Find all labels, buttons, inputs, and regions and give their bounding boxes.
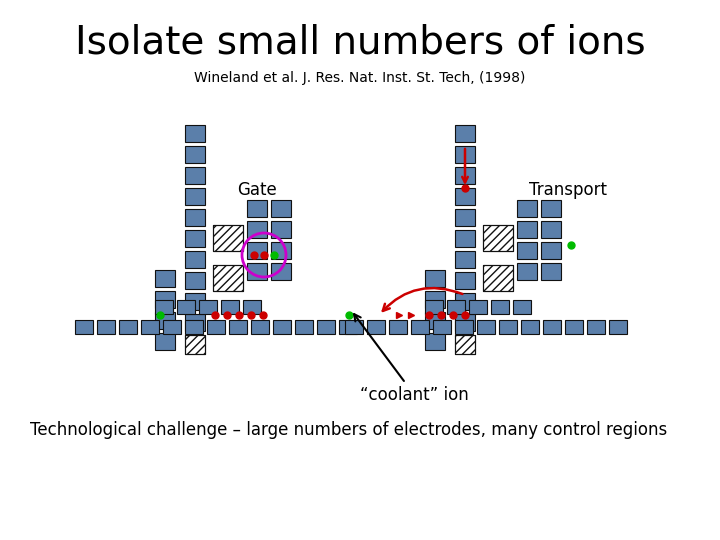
Bar xyxy=(455,314,475,331)
Bar xyxy=(185,335,205,354)
Bar xyxy=(155,312,175,329)
Bar xyxy=(271,221,291,238)
Bar xyxy=(271,263,291,280)
Bar xyxy=(271,200,291,217)
Bar xyxy=(483,225,513,251)
Bar xyxy=(411,320,429,334)
Bar xyxy=(425,291,445,308)
Bar xyxy=(483,265,513,291)
Bar xyxy=(213,265,243,291)
Bar xyxy=(155,300,173,314)
Bar xyxy=(517,242,537,259)
Bar xyxy=(273,320,291,334)
Bar xyxy=(455,125,475,142)
Bar xyxy=(517,200,537,217)
Bar xyxy=(185,167,205,184)
Bar xyxy=(499,320,517,334)
Bar xyxy=(455,146,475,163)
Bar xyxy=(317,320,335,334)
Bar xyxy=(455,293,475,310)
Bar xyxy=(339,320,357,334)
Text: Transport: Transport xyxy=(529,181,607,199)
Bar xyxy=(141,320,159,334)
Bar xyxy=(247,200,267,217)
Bar xyxy=(247,242,267,259)
Bar xyxy=(221,300,239,314)
Bar xyxy=(425,312,445,329)
Text: “coolant” ion: “coolant” ion xyxy=(354,314,469,404)
Bar xyxy=(243,300,261,314)
Bar xyxy=(513,300,531,314)
Bar xyxy=(155,270,175,287)
Bar xyxy=(425,300,443,314)
Bar xyxy=(469,300,487,314)
Bar xyxy=(541,242,561,259)
Bar xyxy=(119,320,137,334)
Text: Gate: Gate xyxy=(237,181,277,199)
FancyArrowPatch shape xyxy=(383,288,462,311)
Bar xyxy=(447,300,465,314)
Bar xyxy=(155,333,175,350)
Bar xyxy=(185,146,205,163)
Text: Isolate small numbers of ions: Isolate small numbers of ions xyxy=(75,23,645,61)
Bar xyxy=(455,188,475,205)
Bar xyxy=(425,333,445,350)
Bar xyxy=(207,320,225,334)
Bar xyxy=(185,320,203,334)
Bar xyxy=(455,167,475,184)
Bar xyxy=(177,300,195,314)
Bar xyxy=(185,230,205,247)
Bar xyxy=(433,320,451,334)
Bar xyxy=(185,293,205,310)
Bar xyxy=(185,125,205,142)
Bar xyxy=(163,320,181,334)
Bar xyxy=(483,265,513,291)
Bar xyxy=(271,242,291,259)
Bar xyxy=(295,320,313,334)
Text: Technological challenge – large numbers of electrodes, many control regions: Technological challenge – large numbers … xyxy=(30,421,667,439)
Bar xyxy=(213,265,243,291)
Bar xyxy=(455,251,475,268)
Bar xyxy=(185,272,205,289)
Bar xyxy=(455,230,475,247)
Bar xyxy=(247,221,267,238)
Bar xyxy=(565,320,583,334)
Bar xyxy=(543,320,561,334)
Bar xyxy=(483,225,513,251)
Bar xyxy=(229,320,247,334)
Bar xyxy=(213,225,243,251)
Bar xyxy=(609,320,627,334)
Text: Wineland et al. J. Res. Nat. Inst. St. Tech, (1998): Wineland et al. J. Res. Nat. Inst. St. T… xyxy=(194,71,526,85)
Bar xyxy=(97,320,115,334)
Bar xyxy=(541,200,561,217)
Bar xyxy=(367,320,385,334)
Bar xyxy=(491,300,509,314)
Bar xyxy=(455,335,475,354)
Bar xyxy=(213,225,243,251)
Bar xyxy=(185,209,205,226)
Bar xyxy=(587,320,605,334)
Bar xyxy=(455,320,473,334)
Bar xyxy=(517,221,537,238)
Bar xyxy=(155,291,175,308)
Bar xyxy=(185,188,205,205)
Bar xyxy=(517,263,537,280)
Bar xyxy=(185,335,205,354)
Bar xyxy=(455,272,475,289)
Bar xyxy=(75,320,93,334)
Bar xyxy=(477,320,495,334)
Bar xyxy=(455,335,475,354)
Bar xyxy=(389,320,407,334)
Bar xyxy=(541,263,561,280)
Bar xyxy=(185,251,205,268)
Bar xyxy=(185,314,205,331)
Bar xyxy=(455,209,475,226)
Bar xyxy=(521,320,539,334)
Bar xyxy=(345,320,363,334)
Bar xyxy=(199,300,217,314)
Bar xyxy=(251,320,269,334)
Bar xyxy=(247,263,267,280)
Bar xyxy=(541,221,561,238)
Bar xyxy=(425,270,445,287)
